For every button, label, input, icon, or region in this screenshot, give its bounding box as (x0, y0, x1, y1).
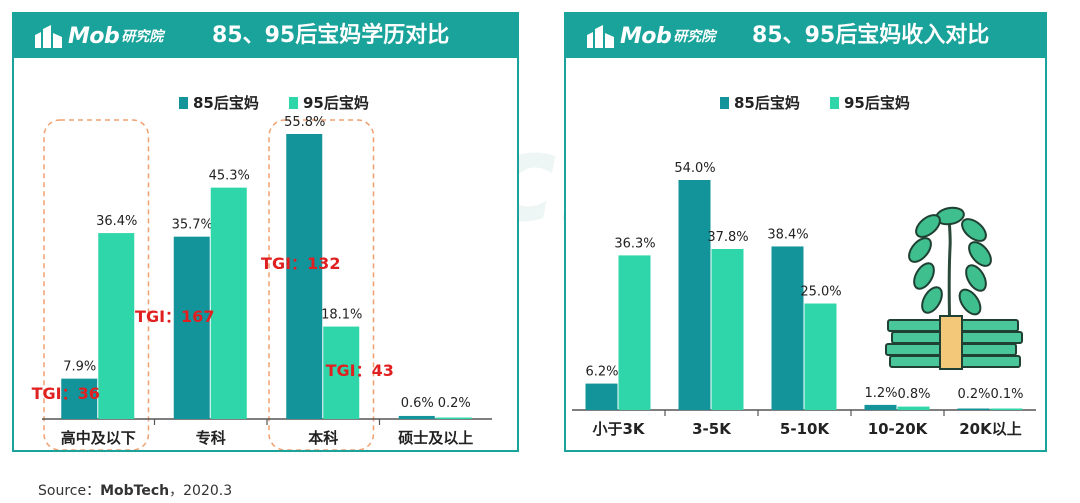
source-date: ，2020.3 (169, 483, 233, 499)
bar (435, 417, 472, 419)
logo-subtext: 研究院 (121, 29, 164, 45)
data-label: 36.3% (614, 236, 655, 251)
data-label: 0.2% (957, 387, 990, 402)
data-label: 35.7% (172, 218, 213, 233)
plant-leaf (965, 264, 987, 292)
plant-leaf (915, 214, 941, 238)
data-label: 0.6% (401, 396, 434, 411)
legend-label: 85后宝妈 (734, 94, 800, 112)
plant-leaf (958, 288, 982, 316)
education-bar-chart: 85后宝妈 95后宝妈 7.9% 36.4% 高中及以下 35.7% 45.3% 专科 55.8… (32, 94, 492, 450)
bar (711, 249, 744, 410)
category-label: 20K以上 (959, 420, 1022, 438)
bar (61, 378, 98, 419)
source-name: MobTech (100, 483, 170, 499)
chart-title: 85、95后宝妈学历对比 (212, 23, 450, 48)
plant-leaf (961, 218, 987, 242)
chart-title: 85、95后宝妈收入对比 (752, 23, 990, 48)
bar (210, 187, 247, 419)
category-label: 硕士及以上 (398, 429, 473, 447)
tgi-annotation: TGI：167 (135, 307, 214, 326)
education-chart-panel: Mob 研究院 85、95后宝妈学历对比 85后宝妈 95后宝妈 7.9% 36.4%… (12, 12, 519, 452)
bar (771, 246, 804, 410)
plant-leaf (968, 241, 992, 267)
data-label: 6.2% (585, 365, 618, 380)
source-note: Source：MobTech，2020.3 (38, 480, 232, 500)
mob-logo: Mob 研究院 (586, 21, 715, 51)
legend-label: 95后宝妈 (844, 94, 910, 112)
bar (585, 383, 618, 410)
money-band (939, 315, 963, 370)
bar (804, 303, 837, 410)
data-label: 18.1% (321, 308, 362, 323)
data-label: 36.4% (96, 214, 137, 229)
logo-text: Mob (620, 23, 672, 49)
income-chart-panel: Mob 研究院 85、95后宝妈收入对比 85后宝妈 95后宝妈 6.2% 36.3%… (564, 12, 1047, 452)
logo-subtext: 研究院 (673, 29, 716, 45)
bar (618, 255, 651, 410)
data-label: 25.0% (800, 285, 841, 300)
bar (173, 236, 210, 419)
legend-swatch (830, 97, 839, 109)
data-label: 45.3% (209, 169, 250, 184)
bar (286, 134, 323, 419)
data-label: 0.2% (438, 396, 471, 411)
tgi-annotation: TGI：132 (261, 254, 340, 273)
bar (323, 326, 360, 419)
data-label: 7.9% (63, 360, 96, 375)
data-label: 37.8% (707, 230, 748, 245)
bar (990, 408, 1023, 410)
category-label: 专科 (196, 429, 226, 447)
plant-leaf (908, 237, 932, 263)
data-label: 1.2% (864, 386, 897, 401)
plant-leaf (921, 286, 943, 314)
legend-swatch (179, 97, 188, 109)
data-label: 54.0% (674, 161, 715, 176)
logo-text: Mob (68, 23, 120, 49)
bar (678, 180, 711, 410)
legend-label: 95后宝妈 (303, 94, 369, 112)
category-label: 本科 (308, 429, 338, 447)
category-label: 小于3K (592, 420, 645, 438)
category-label: 高中及以下 (61, 429, 136, 447)
chart-header: Mob 研究院 85、95后宝妈收入对比 (566, 14, 1045, 58)
data-label: 0.8% (897, 387, 930, 402)
highlight-box (268, 119, 375, 450)
plant-leaf (913, 262, 935, 290)
bar (398, 415, 435, 419)
legend-swatch (289, 97, 298, 109)
category-label: 10-20K (868, 420, 929, 438)
bar (957, 408, 990, 410)
income-bar-chart: 85后宝妈 95后宝妈 6.2% 36.3% 小于3K 54.0% 37.8% 3-5K 38.… (572, 94, 1036, 438)
building-icon (35, 25, 62, 48)
legend-swatch (720, 97, 729, 109)
category-label: 5-10K (780, 420, 831, 438)
mob-logo: Mob 研究院 (34, 21, 163, 51)
tgi-annotation: TGI：43 (326, 361, 394, 380)
bar (897, 406, 930, 410)
chart-header: Mob 研究院 85、95后宝妈学历对比 (14, 14, 517, 58)
building-icon (587, 25, 614, 48)
data-label: 55.8% (284, 115, 325, 130)
legend-label: 85后宝妈 (193, 94, 259, 112)
money-plant-icon (885, 206, 1023, 370)
source-prefix: Source： (38, 483, 101, 499)
bar (864, 404, 897, 410)
data-label: 0.1% (990, 387, 1023, 402)
tgi-annotation: TGI：36 (32, 384, 100, 403)
bar (98, 233, 135, 419)
category-label: 3-5K (692, 420, 732, 438)
data-label: 38.4% (767, 227, 808, 242)
highlight-box (43, 119, 150, 450)
